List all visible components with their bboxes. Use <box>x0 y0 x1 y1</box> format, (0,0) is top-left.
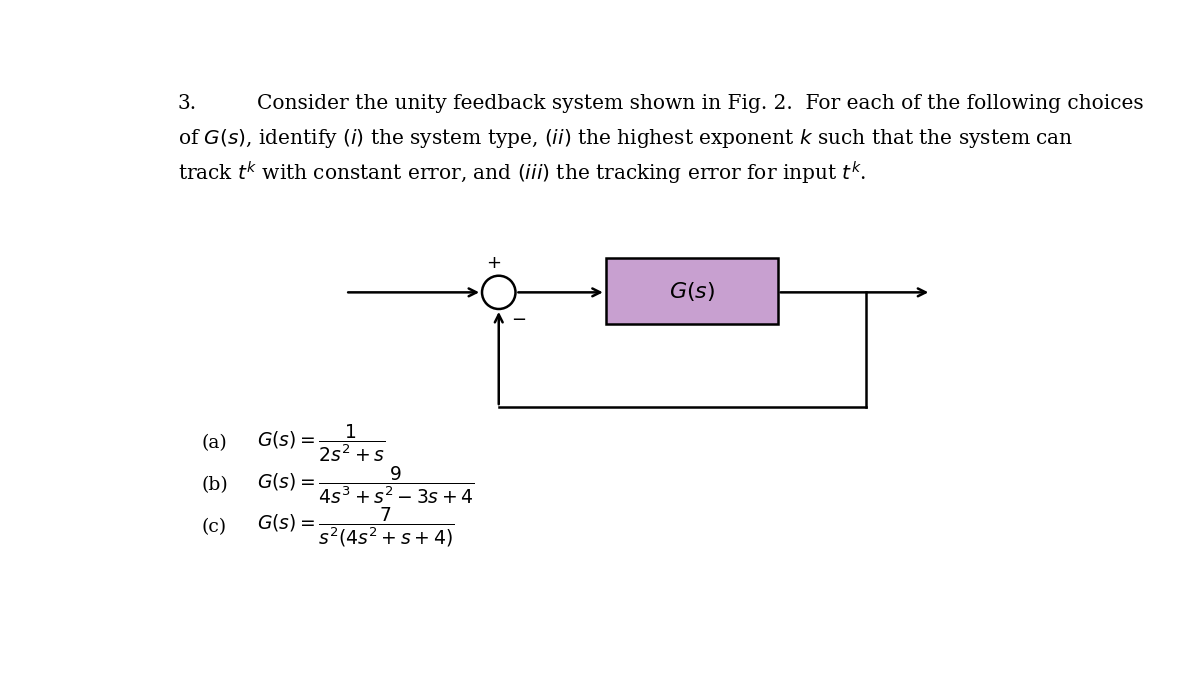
Text: (b): (b) <box>202 476 228 494</box>
Text: $G(s) = \dfrac{7}{s^2(4s^2+s+4)}$: $G(s) = \dfrac{7}{s^2(4s^2+s+4)}$ <box>257 505 455 548</box>
Text: $G(s) = \dfrac{1}{2s^2+s}$: $G(s) = \dfrac{1}{2s^2+s}$ <box>257 423 385 464</box>
Text: Consider the unity feedback system shown in Fig. 2.  For each of the following c: Consider the unity feedback system shown… <box>257 94 1144 113</box>
Text: $+$: $+$ <box>486 254 502 271</box>
Text: $G(s) = \dfrac{9}{4s^3+s^2-3s+4}$: $G(s) = \dfrac{9}{4s^3+s^2-3s+4}$ <box>257 464 475 506</box>
Text: (c): (c) <box>202 518 227 536</box>
Bar <box>606 259 778 324</box>
Text: track $t^k$ with constant error, and $(iii)$ the tracking error for input $t^k$.: track $t^k$ with constant error, and $(i… <box>178 160 866 187</box>
Text: of $G(s)$, identify $(i)$ the system type, $(ii)$ the highest exponent $k$ such : of $G(s)$, identify $(i)$ the system typ… <box>178 127 1073 150</box>
Text: $-$: $-$ <box>511 309 527 328</box>
Text: $G(s)$: $G(s)$ <box>668 280 715 303</box>
Text: 3.: 3. <box>178 94 197 113</box>
Text: (a): (a) <box>202 435 227 452</box>
Ellipse shape <box>482 276 516 309</box>
